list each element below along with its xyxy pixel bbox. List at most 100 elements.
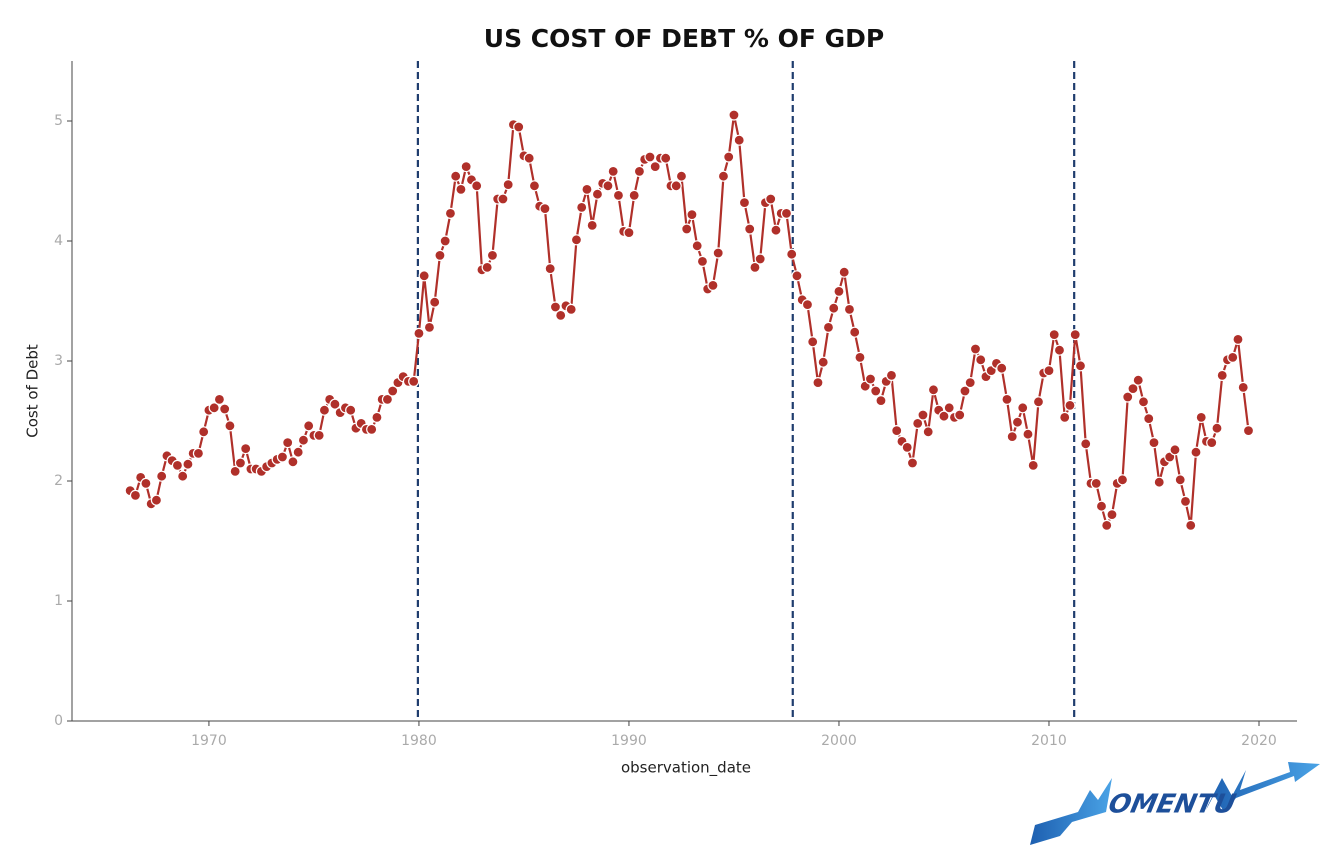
chart-title: US COST OF DEBT % OF GDP (484, 24, 884, 53)
data-point (864, 373, 877, 385)
data-point (1132, 374, 1144, 386)
data-point (292, 446, 304, 458)
data-point (313, 429, 325, 441)
data-point (765, 193, 777, 205)
data-point (843, 303, 856, 315)
data-point (1011, 416, 1024, 428)
data-point (1122, 391, 1134, 403)
data-point (387, 385, 399, 397)
data-point (371, 411, 383, 423)
data-point (471, 180, 483, 192)
data-point (171, 459, 184, 471)
x-tick-label: 2020 (1241, 733, 1277, 749)
data-point (780, 207, 793, 219)
y-tick-label: 3 (54, 353, 63, 369)
data-point (192, 447, 205, 459)
data-point (1064, 399, 1076, 411)
data-point (644, 151, 656, 163)
data-point (444, 207, 457, 219)
x-tick-label: 2010 (1031, 733, 1067, 749)
data-point (738, 197, 751, 209)
data-point (1242, 425, 1255, 437)
data-point (1237, 381, 1249, 393)
data-point (523, 152, 535, 164)
data-point (854, 351, 866, 363)
data-point (586, 219, 598, 231)
data-point (208, 402, 220, 414)
data-point (938, 410, 950, 422)
data-point (812, 377, 824, 389)
data-point (234, 457, 247, 469)
data-point (628, 189, 640, 201)
data-point (182, 458, 194, 470)
logo: OMENTU (1030, 762, 1320, 845)
data-point (1027, 459, 1039, 471)
data-point (565, 303, 577, 315)
data-point (996, 362, 1008, 374)
data-point (486, 249, 499, 261)
data-point (528, 180, 541, 192)
data-point (922, 426, 934, 438)
data-point (691, 240, 703, 252)
data-point (1001, 393, 1013, 405)
data-point (901, 441, 913, 453)
data-point (875, 395, 887, 407)
data-point (744, 223, 756, 235)
data-point (1043, 365, 1055, 377)
data-point (770, 224, 782, 236)
data-point (576, 201, 588, 213)
data-point (303, 420, 315, 432)
data-point (822, 321, 835, 333)
data-point (1153, 476, 1165, 488)
data-point (539, 203, 551, 215)
data-point (728, 109, 740, 121)
y-tick-label: 4 (54, 233, 63, 249)
data-point (1090, 477, 1102, 489)
data-point (570, 234, 583, 246)
data-point (224, 420, 236, 432)
data-point (828, 302, 840, 314)
y-tick-label: 0 (54, 713, 63, 729)
data-point (439, 235, 451, 247)
data-point (129, 489, 142, 501)
data-point (959, 385, 971, 397)
data-point (497, 193, 509, 205)
data-point (1216, 369, 1228, 381)
data-point (1174, 474, 1186, 486)
x-tick-label: 1990 (611, 733, 647, 749)
data-point (1148, 437, 1160, 449)
data-point (555, 309, 567, 321)
data-point (791, 270, 803, 282)
data-point (198, 426, 210, 438)
data-point (964, 377, 976, 389)
data-point (943, 402, 955, 414)
data-point (513, 121, 525, 133)
data-point (1106, 508, 1118, 521)
data-point (1116, 474, 1129, 486)
data-point (712, 247, 724, 259)
data-point (1169, 444, 1181, 456)
data-point (1017, 402, 1029, 414)
data-point (696, 255, 709, 267)
data-point (240, 443, 252, 455)
data-point (481, 261, 493, 273)
data-point (817, 356, 829, 368)
data-point (549, 301, 562, 313)
data-point (229, 465, 241, 477)
data-point (345, 404, 357, 416)
data-point (1227, 351, 1239, 363)
data-point (434, 249, 446, 261)
data-point (413, 327, 425, 339)
data-point (849, 326, 861, 338)
data-point (1048, 329, 1060, 341)
y-axis-label: Cost of Debt (24, 344, 42, 438)
data-point (927, 384, 940, 396)
data-point (870, 385, 882, 397)
data-point (381, 393, 394, 405)
data-point (833, 285, 845, 297)
data-point (623, 227, 635, 239)
data-point (329, 398, 341, 410)
data-point (912, 417, 924, 429)
data-point (1211, 422, 1223, 434)
